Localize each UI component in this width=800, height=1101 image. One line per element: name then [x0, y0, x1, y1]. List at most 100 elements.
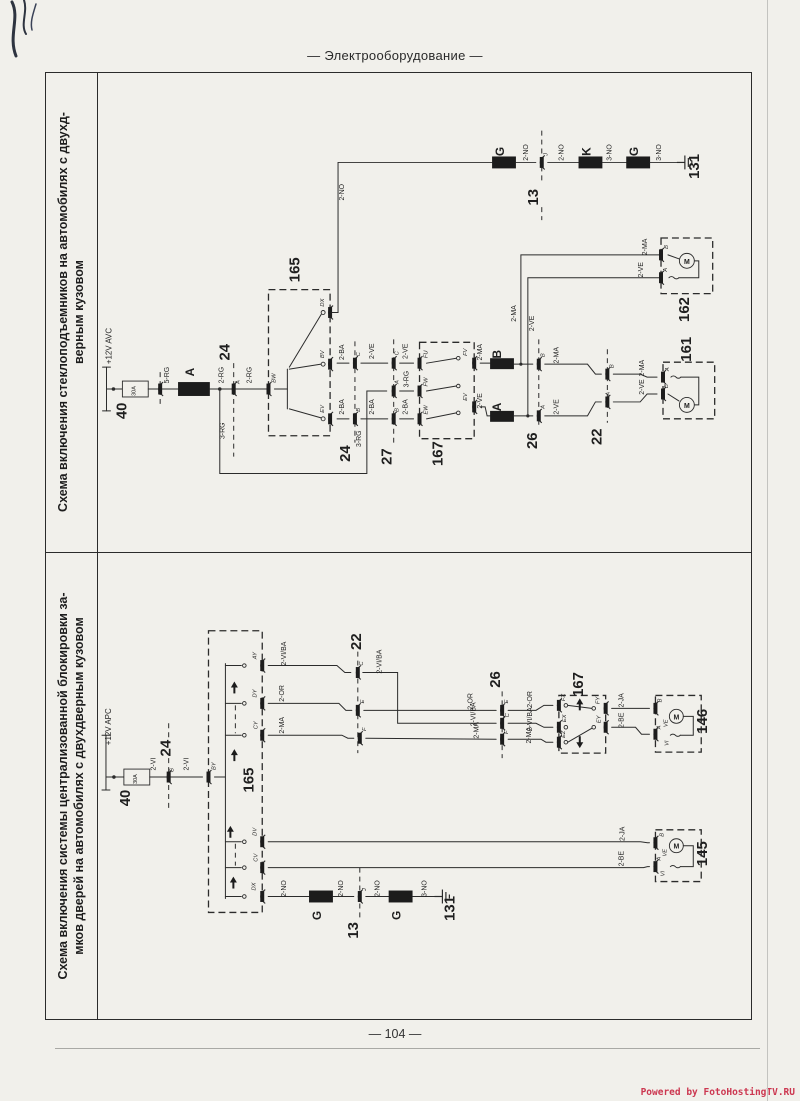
wire-label: 2-JA — [620, 826, 627, 841]
terminal-label: F — [362, 727, 368, 731]
terminal-label: EY — [597, 714, 603, 723]
wire-label: 2-MA — [279, 717, 286, 734]
diagram-frame — [45, 72, 752, 1020]
pen-scribble — [10, 0, 37, 58]
terminal-label: B — [356, 408, 362, 412]
wire-label: 3-NO — [421, 880, 428, 897]
terminal-label: AY — [252, 651, 258, 660]
d2-conn-24: 24 — [158, 739, 175, 756]
wire-label: 2-BA — [403, 399, 410, 415]
terminal-label: E — [360, 699, 366, 703]
d2-fuse-rating: 30A — [133, 774, 139, 784]
d1-conn-24: 24 — [218, 343, 234, 360]
terminal-label: B — [664, 245, 670, 249]
terminal-label: A — [605, 392, 611, 397]
scan-edge-bottom — [55, 1048, 760, 1049]
d1-block-g: G — [493, 147, 507, 156]
terminal-label: EW — [423, 405, 429, 415]
wire-label: 2-VE — [529, 315, 536, 331]
terminal-label: B — [657, 698, 663, 702]
d2-unit-146: 146 — [694, 709, 711, 734]
terminal-label: A — [663, 268, 669, 273]
motor-letter: M — [673, 844, 679, 851]
terminal-label: DX — [251, 881, 257, 890]
d2-unit-167: 167 — [570, 672, 587, 697]
terminal-label: J — [544, 153, 550, 157]
terminal-label: EV — [320, 404, 326, 413]
d1-conn-22: 22 — [589, 428, 605, 445]
wire-label: 2-NO — [338, 880, 345, 897]
d1-conn-13: 13 — [526, 189, 542, 206]
d1-fuse-rating: 30A — [131, 386, 137, 396]
wire-label: 2-BA — [339, 344, 346, 360]
terminal-label: FU — [423, 350, 429, 359]
wire-label: 2-VE — [477, 393, 484, 409]
wire-label: 2-BA — [339, 399, 346, 415]
terminal-label: VI — [660, 870, 666, 876]
terminal-label: CY — [253, 720, 259, 729]
wire-label: 5-RG — [164, 367, 171, 384]
d2-block-g: G — [310, 911, 324, 920]
motor-letter: M — [684, 259, 690, 266]
wire-label: 2-VI/BA — [527, 707, 534, 731]
terminal-label: A — [656, 725, 662, 730]
d1-fuse-number: 40 — [114, 403, 130, 420]
terminal-label: BW — [271, 373, 277, 383]
page-header: — Электрооборудование — — [307, 48, 483, 63]
wire-label: 2-NO — [523, 144, 530, 161]
wire-label: 2-NO — [375, 880, 382, 897]
terminal-label: DV — [252, 827, 258, 836]
terminal-label: EX — [562, 713, 568, 722]
wire-label: 3-RG — [356, 430, 363, 447]
terminal-label: FW — [423, 377, 429, 387]
d2-ground-131: 131 — [441, 896, 458, 921]
d1-motor-162 — [660, 237, 714, 295]
d2-motor-145 — [654, 829, 702, 883]
terminal-label: FV — [463, 347, 469, 356]
wire-label: 2-VI/BA — [470, 702, 477, 726]
terminal-label: FX — [561, 693, 567, 702]
wire-label: 3-RG — [220, 422, 227, 439]
diagram1-title: Схема включения стеклоподъемников на авт… — [55, 112, 86, 512]
wire-label: 2-MA — [526, 727, 533, 744]
wire-label: 2-NO — [339, 183, 346, 200]
wire-label: 2-MA — [642, 238, 649, 255]
terminal-label: CV — [253, 853, 259, 862]
wire-label: 2-RG — [219, 367, 226, 384]
terminal-label: BY — [211, 761, 217, 770]
terminal-label: F — [504, 730, 510, 734]
wire-label: 3-NO — [606, 144, 613, 161]
d1-block-b: B — [490, 350, 504, 359]
wire-label: 2-OR — [527, 691, 534, 708]
d2-fuse-number: 40 — [117, 790, 134, 807]
d2-conn-26: 26 — [487, 671, 504, 688]
motor-letter: M — [673, 714, 679, 721]
wire-label: 2-VE — [403, 343, 410, 359]
wire-label: 2-OR — [279, 685, 286, 702]
d1-labels: +12V AVC 30A 40 5-RG A 2-RG 24 A 2-RG BW… — [104, 144, 702, 466]
d2-unit-145: 145 — [694, 841, 711, 866]
d1-block-g2: G — [627, 147, 641, 156]
terminal-label: G — [170, 767, 176, 772]
wire-label: 2-VE — [639, 379, 646, 395]
wire-label: 2-VE — [369, 343, 376, 359]
wire-label: 2-MA — [477, 344, 484, 361]
d2-supply-label: +12V APC — [104, 708, 113, 745]
terminal-label: VI — [664, 740, 670, 746]
wire-label: 2-MA — [639, 359, 646, 376]
terminal-label: A — [395, 380, 401, 385]
terminal-label: DX — [320, 297, 326, 306]
terminal-label: EV — [463, 392, 469, 401]
wire-label: 2-MA — [554, 347, 561, 364]
page-number: — 104 — — [368, 1027, 422, 1041]
d1-block-a: A — [183, 367, 197, 376]
wire-label: 2-JA — [619, 693, 626, 708]
d2-unit-165: 165 — [240, 768, 257, 793]
d1-unit-161: 161 — [679, 337, 695, 362]
d1-unit-167: 167 — [430, 441, 446, 466]
title-column-rule — [97, 72, 98, 1020]
terminal-label: E — [504, 699, 510, 703]
d1-conn-27: 27 — [380, 448, 396, 465]
terminal-label: C — [359, 661, 365, 666]
terminal-label: EZ — [561, 730, 567, 738]
